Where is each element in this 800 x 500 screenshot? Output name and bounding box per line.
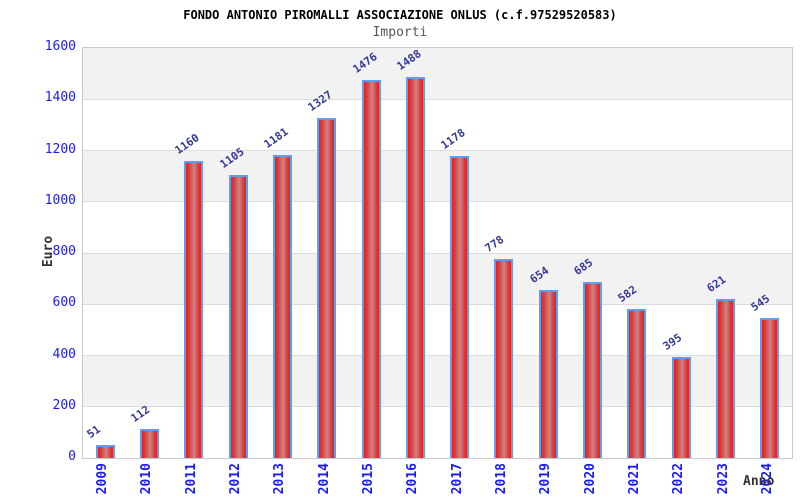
gridline	[83, 303, 792, 305]
x-tick-label-2021: 2021	[626, 463, 642, 495]
gridline	[83, 201, 792, 203]
x-tick-label-2018: 2018	[493, 463, 509, 495]
y-tick-label: 800	[52, 244, 76, 259]
bar-2022	[671, 356, 691, 458]
y-tick-label: 0	[68, 449, 76, 464]
bar-2012	[228, 174, 248, 458]
x-tick-label-2013: 2013	[272, 463, 288, 495]
x-tick-label-2023: 2023	[715, 463, 731, 495]
bar-2010	[139, 429, 159, 458]
y-tick-label: 600	[52, 295, 76, 311]
x-tick-label-2014: 2014	[316, 463, 332, 495]
x-tick-label-2015: 2015	[361, 463, 377, 495]
bar-2024	[760, 318, 780, 458]
x-axis: 2009 2010 2011 2012 2013 2014 2015 2016 2017 2018…	[82, 461, 792, 500]
gridline	[83, 252, 792, 254]
gridline	[83, 150, 792, 151]
x-tick-label-2017: 2017	[449, 463, 465, 495]
gridline	[83, 355, 792, 356]
bar-2023	[716, 298, 736, 458]
gridline	[83, 98, 792, 100]
bar-2019	[538, 290, 558, 458]
y-axis: 0 200 400 600 800 1000 1200 1400 1600	[0, 0, 78, 500]
x-tick-label-2010: 2010	[139, 463, 155, 495]
y-tick-label: 1600	[44, 39, 76, 54]
y-axis-title: Euro	[41, 235, 57, 268]
x-tick-label-2019: 2019	[538, 463, 554, 495]
bar-2011	[184, 160, 204, 458]
x-tick-label-2016: 2016	[405, 463, 421, 495]
bar-2020	[583, 282, 603, 458]
bar-2018	[494, 258, 514, 458]
bar-2021	[627, 308, 647, 458]
plot-area: 51 112 1160 1105 1181 1327 1476 1488 1178 778 654 6…	[82, 47, 793, 459]
x-axis-title: Anno	[743, 474, 775, 489]
x-tick-label-2011: 2011	[183, 463, 199, 495]
bar-2015	[361, 79, 381, 458]
x-tick-label-2012: 2012	[228, 463, 244, 495]
x-tick-label-2020: 2020	[582, 463, 598, 495]
bar-2017	[450, 156, 470, 458]
y-tick-label: 1400	[44, 90, 76, 106]
grid-band	[83, 48, 792, 100]
bar-2013	[272, 155, 292, 458]
gridline	[83, 406, 792, 408]
bar-2016	[405, 76, 425, 458]
grid-band	[83, 99, 792, 151]
x-tick-label-2022: 2022	[671, 463, 687, 495]
chart-title: FONDO ANTONIO PIROMALLI ASSOCIAZIONE ONL…	[183, 8, 617, 22]
bar-2009	[95, 444, 115, 458]
bar-2014	[317, 117, 337, 458]
x-tick-label-2009: 2009	[95, 463, 111, 495]
y-tick-label: 400	[52, 346, 76, 362]
y-tick-label: 1200	[44, 141, 76, 157]
y-tick-label: 1000	[44, 192, 76, 208]
chart-subtitle: Importi	[372, 25, 428, 40]
y-tick-label: 200	[52, 397, 76, 413]
